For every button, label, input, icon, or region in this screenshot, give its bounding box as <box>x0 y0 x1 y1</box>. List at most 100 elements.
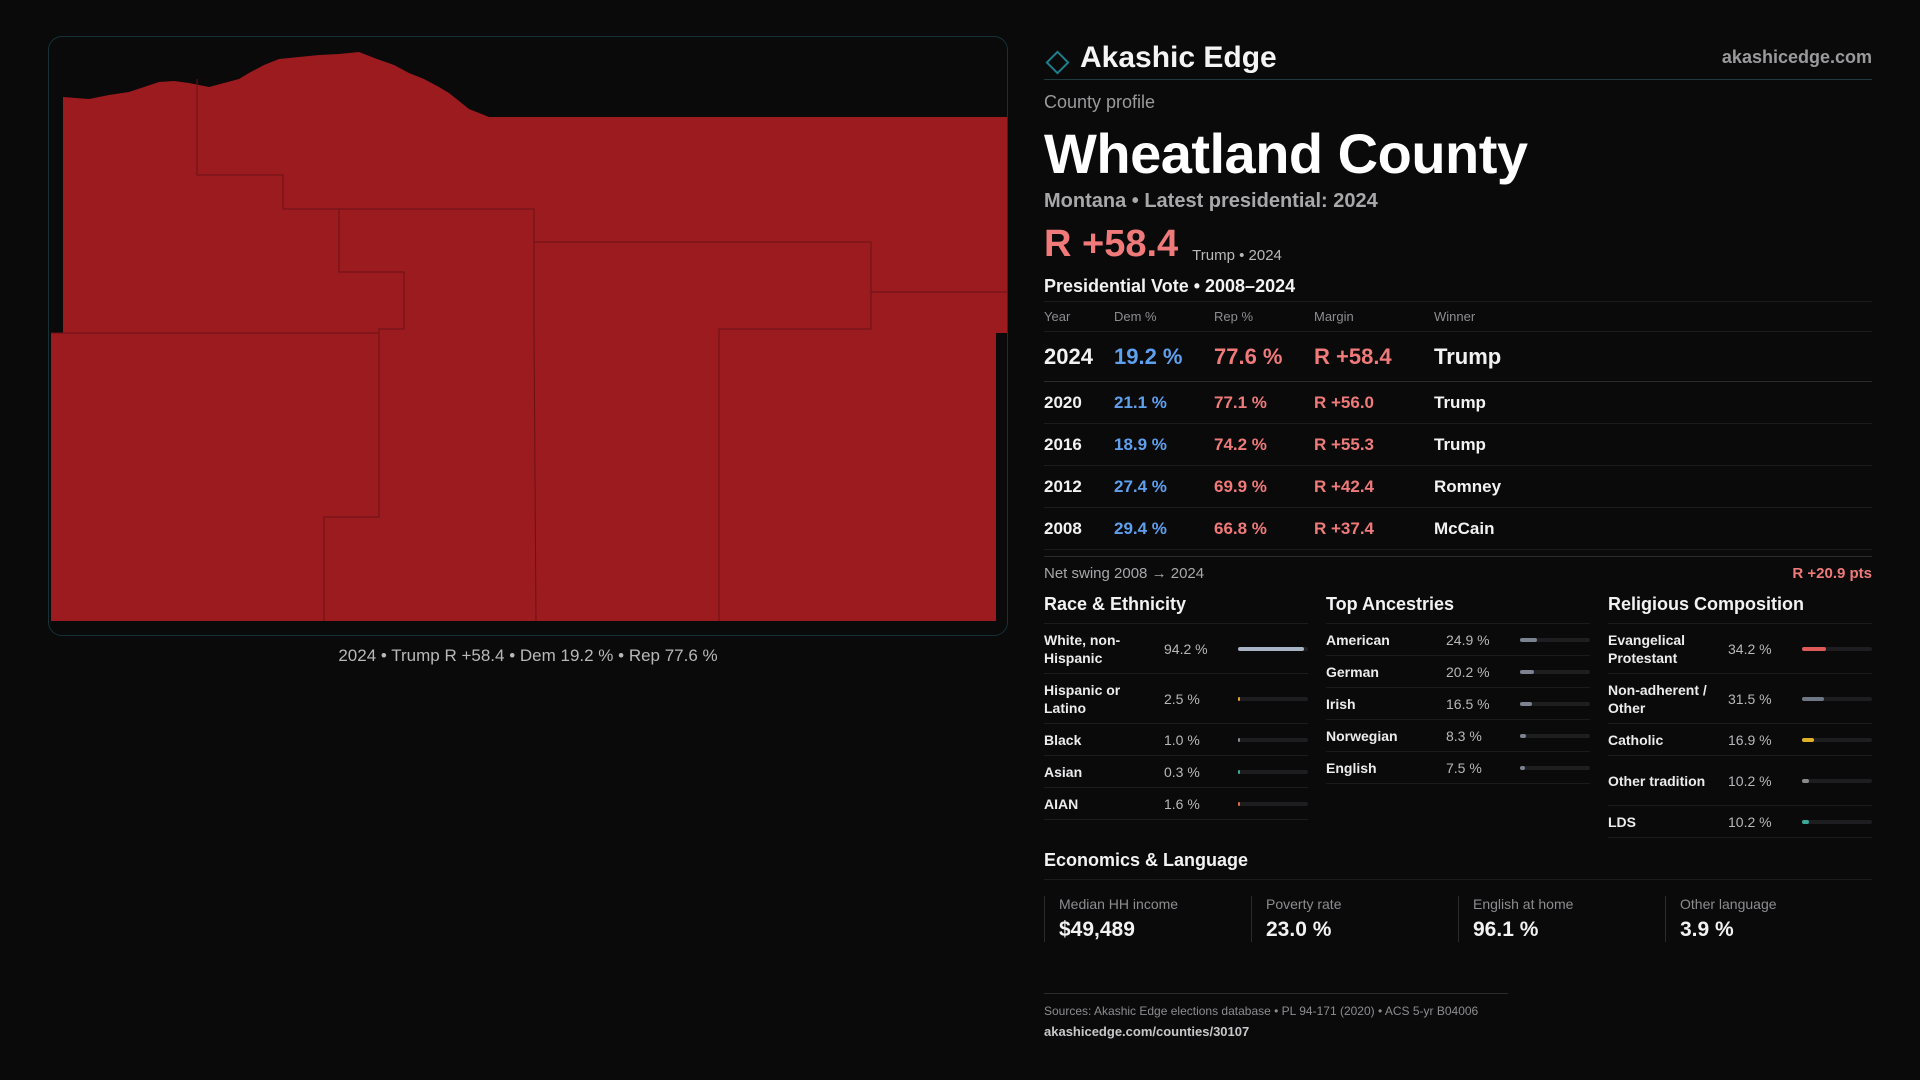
stat-bar-fill <box>1520 733 1526 738</box>
col-dem: Dem % <box>1114 301 1214 332</box>
votes-title: Presidential Vote • 2008–2024 <box>1044 276 1296 296</box>
map-caption: 2024 • Trump R +58.4 • Dem 19.2 % • Rep … <box>338 646 718 665</box>
sources-footer: Sources: Akashic Edge elections database… <box>1044 993 1508 1039</box>
stat-label: Non-adherent / Other <box>1608 681 1707 716</box>
ancestry-panel: Top Ancestries American 24.9 % German 20.2 … <box>1326 594 1590 838</box>
stat-bar <box>1802 778 1872 783</box>
stat-bar <box>1238 801 1308 806</box>
header: Akashic Edge akashicedge.com <box>1044 36 1872 80</box>
net-swing: Net swing 2008 → 2024 R +20.9 pts <box>1044 556 1872 582</box>
stat-value: 31.5 % <box>1728 690 1772 707</box>
row-dem: 29.4 % <box>1114 507 1214 550</box>
table-row: 2020 21.1 % 77.1 % R +56.0 Trump <box>1044 381 1872 424</box>
stat-row: AIAN 1.6 % <box>1044 788 1308 820</box>
stat-value: 8.3 % <box>1446 727 1482 744</box>
race-panel: Race & Ethnicity White, non-Hispanic 94.2… <box>1044 594 1308 838</box>
row-margin: R +37.4 <box>1314 507 1434 550</box>
stat-bar <box>1520 701 1590 706</box>
stat-bar-fill <box>1520 669 1534 674</box>
row-dem: 18.9 % <box>1114 423 1214 466</box>
row-winner: Romney <box>1434 465 1872 508</box>
row-year: 2016 <box>1044 423 1114 466</box>
row-year: 2008 <box>1044 507 1114 550</box>
stat-value: 1.0 % <box>1164 731 1200 748</box>
stat-bar <box>1802 646 1872 651</box>
religion-title: Religious Composition <box>1608 594 1872 624</box>
religion-panel: Religious Composition Evangelical Protes… <box>1608 594 1872 838</box>
stat-bar <box>1238 737 1308 742</box>
row-rep: 66.8 % <box>1214 507 1314 550</box>
row-margin: R +58.4 <box>1314 331 1434 382</box>
econ-card: Other language 3.9 % <box>1665 896 1872 942</box>
brand[interactable]: Akashic Edge <box>1044 41 1277 75</box>
stat-row: Asian 0.3 % <box>1044 756 1308 788</box>
stat-row: Evangelical Protestant 34.2 % <box>1608 624 1872 674</box>
stat-value: 7.5 % <box>1446 759 1482 776</box>
swing-label: Net swing 2008 → 2024 <box>1044 565 1205 582</box>
margin-value: R +58.4 <box>1044 223 1179 265</box>
stat-value: 34.2 % <box>1728 640 1772 657</box>
stat-bar-fill <box>1802 778 1809 783</box>
stat-bar-fill <box>1520 701 1532 706</box>
econ-card: Median HH income $49,489 <box>1044 896 1251 942</box>
table-row: 2008 29.4 % 66.8 % R +37.4 McCain <box>1044 507 1872 550</box>
ancestry-list: American 24.9 % German 20.2 % Irish 16.5 % Nor… <box>1326 624 1590 784</box>
race-title: Race & Ethnicity <box>1044 594 1308 624</box>
brand-name: Akashic Edge <box>1080 40 1277 74</box>
stat-value: 16.9 % <box>1728 731 1772 748</box>
stat-row: Norwegian 8.3 % <box>1326 720 1590 752</box>
stat-bar-fill <box>1802 646 1826 651</box>
diamond-logo-icon <box>1044 49 1070 75</box>
row-year: 2012 <box>1044 465 1114 508</box>
stat-label: Black <box>1044 731 1082 748</box>
col-year: Year <box>1044 301 1114 332</box>
stat-row: Hispanic or Latino 2.5 % <box>1044 674 1308 724</box>
stat-bar <box>1238 646 1308 651</box>
stat-bar <box>1520 765 1590 770</box>
stat-bar-fill <box>1238 801 1240 806</box>
stat-label: American <box>1326 631 1390 648</box>
row-year: 2020 <box>1044 381 1114 424</box>
row-margin: R +56.0 <box>1314 381 1434 424</box>
page-subtitle: Montana • Latest presidential: 2024 <box>1044 190 1378 212</box>
county-permalink[interactable]: akashicedge.com/counties/30107 <box>1044 1024 1250 1039</box>
stat-value: 10.2 % <box>1728 813 1772 830</box>
stat-bar <box>1802 696 1872 701</box>
econ-value: 23.0 % <box>1266 918 1332 941</box>
stat-value: 1.6 % <box>1164 795 1200 812</box>
stat-row: Non-adherent / Other 31.5 % <box>1608 674 1872 724</box>
stat-label: English <box>1326 759 1377 776</box>
stat-bar <box>1520 733 1590 738</box>
stat-bar <box>1520 669 1590 674</box>
row-winner: Trump <box>1434 331 1872 382</box>
stat-row: Other tradition 10.2 % <box>1608 756 1872 806</box>
econ-label: English at home <box>1473 896 1574 912</box>
stat-row: Irish 16.5 % <box>1326 688 1590 720</box>
stat-value: 94.2 % <box>1164 640 1208 657</box>
county-shape[interactable] <box>51 52 1008 621</box>
row-winner: McCain <box>1434 507 1872 550</box>
county-map[interactable] <box>48 36 1008 636</box>
stat-value: 0.3 % <box>1164 763 1200 780</box>
county-map-svg <box>51 52 1008 622</box>
col-rep: Rep % <box>1214 301 1314 332</box>
stat-bar <box>1802 737 1872 742</box>
stat-row: English 7.5 % <box>1326 752 1590 784</box>
stat-label: Evangelical Protestant <box>1608 631 1686 666</box>
row-winner: Trump <box>1434 381 1872 424</box>
stat-label: Irish <box>1326 695 1356 712</box>
row-dem: 21.1 % <box>1114 381 1214 424</box>
row-year: 2024 <box>1044 331 1114 382</box>
site-link[interactable]: akashicedge.com <box>1721 47 1872 67</box>
stat-label: Norwegian <box>1326 727 1398 744</box>
stat-row: LDS 10.2 % <box>1608 806 1872 838</box>
ancestry-title: Top Ancestries <box>1326 594 1590 624</box>
votes-table: Year Dem % Rep % Margin Winner 2024 19.2… <box>1044 301 1872 550</box>
row-rep: 77.1 % <box>1214 381 1314 424</box>
stat-bar-fill <box>1802 737 1814 742</box>
col-winner: Winner <box>1434 301 1872 332</box>
stat-bar-fill <box>1802 696 1824 701</box>
race-list: White, non-Hispanic 94.2 % Hispanic or Lat… <box>1044 624 1308 820</box>
stat-row: Black 1.0 % <box>1044 724 1308 756</box>
econ-label: Median HH income <box>1059 896 1179 912</box>
